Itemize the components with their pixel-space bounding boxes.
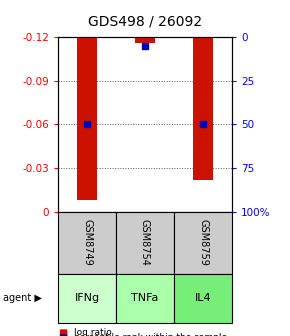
Text: GSM8759: GSM8759 (198, 219, 208, 266)
Text: GSM8749: GSM8749 (82, 219, 92, 266)
Text: percentile rank within the sample: percentile rank within the sample (74, 333, 227, 336)
Text: log ratio: log ratio (74, 328, 112, 336)
Bar (77, 37, 97, 200)
Text: GDS498 / 26092: GDS498 / 26092 (88, 14, 202, 29)
Text: IFNg: IFNg (75, 293, 99, 303)
Text: IL4: IL4 (195, 293, 211, 303)
Bar (193, 37, 213, 180)
Text: GSM8754: GSM8754 (140, 219, 150, 266)
Text: TNFa: TNFa (131, 293, 159, 303)
Bar (135, 37, 155, 43)
Text: ■: ■ (58, 328, 67, 336)
Text: agent ▶: agent ▶ (3, 293, 42, 303)
Text: ■: ■ (58, 333, 67, 336)
